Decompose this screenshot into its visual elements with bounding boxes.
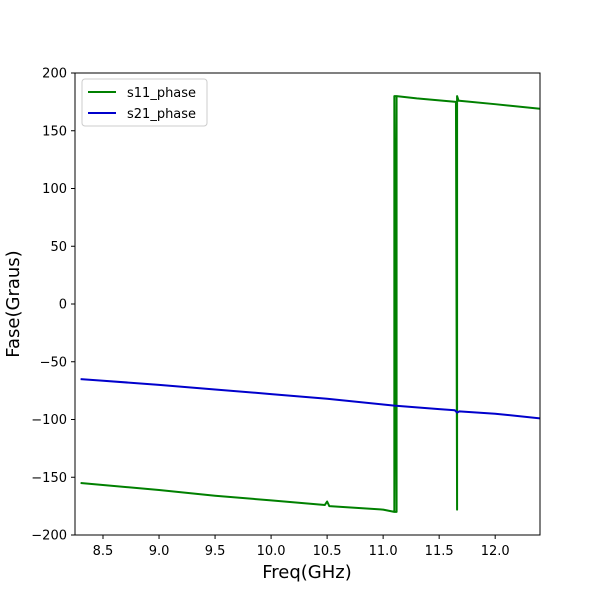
x-tick-label: 8.5 <box>93 544 114 559</box>
y-tick-label: 100 <box>42 182 67 197</box>
legend: s11_phase s21_phase <box>81 78 208 127</box>
legend-label-s21-phase: s21_phase <box>127 107 196 122</box>
y-tick-label: 150 <box>42 124 67 139</box>
x-tick-label: 9.0 <box>149 544 170 559</box>
y-tick-label: 200 <box>42 67 67 82</box>
y-tick-label: 50 <box>50 240 67 255</box>
x-tick-label: 9.5 <box>205 544 226 559</box>
y-tick-label: −100 <box>31 413 67 428</box>
series-line-s21-phase <box>80 378 540 420</box>
x-tick-label: 12.0 <box>481 544 510 559</box>
y-tick-label: −50 <box>40 355 67 370</box>
x-tick-label: 10.0 <box>257 544 286 559</box>
axes: 8.5 9.0 9.5 10.0 10.5 11.0 11.5 12.0 −200 −150 −10… <box>31 67 541 559</box>
series-line-s11-phase <box>80 95 540 513</box>
legend-label-s11-phase: s11_phase <box>127 86 196 101</box>
x-tick-label: 11.5 <box>425 544 454 559</box>
y-axis-label: Fase(Graus) <box>3 250 24 357</box>
legend-box <box>81 78 208 127</box>
x-tick-label: 11.0 <box>369 544 398 559</box>
plot-area <box>80 95 540 513</box>
y-tick-label: 0 <box>59 298 67 313</box>
x-axis-label: Freq(GHz) <box>262 562 352 583</box>
y-tick-label: −150 <box>31 471 67 486</box>
x-tick-label: 10.5 <box>313 544 342 559</box>
y-tick-label: −200 <box>31 529 67 544</box>
